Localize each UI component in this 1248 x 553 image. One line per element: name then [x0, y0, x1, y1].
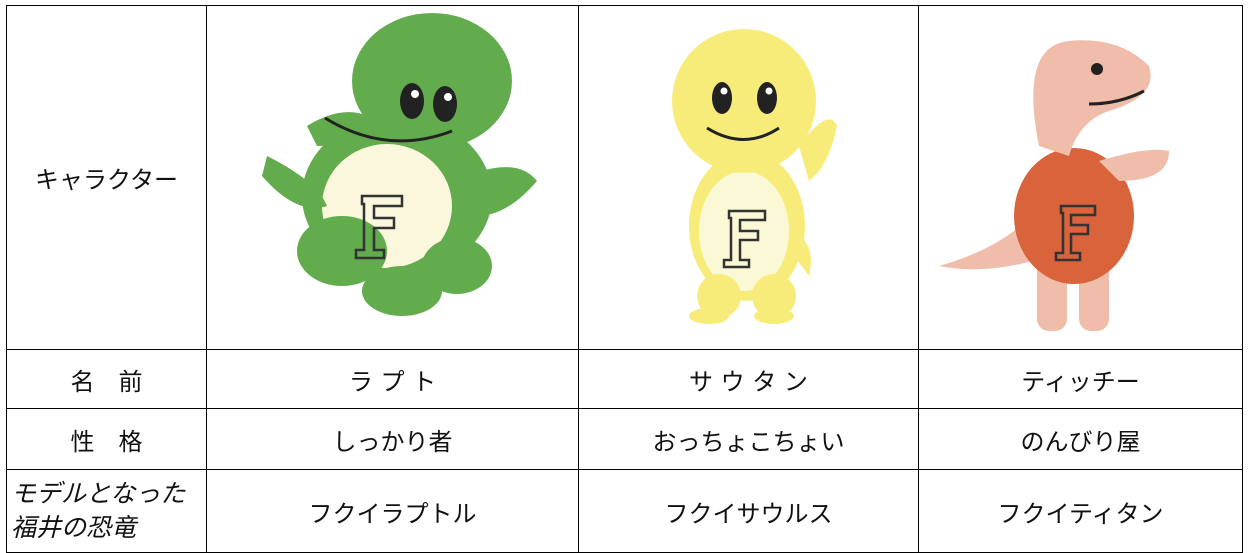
image-cell: [578, 5, 919, 350]
image-cell: [206, 5, 579, 350]
cell: しっかり者: [206, 408, 579, 470]
cell: ティッチー: [918, 349, 1243, 409]
row: 名 前 ラ プ ト サ ウ タ ン ティッチー: [6, 349, 1243, 409]
row-label: 名 前: [6, 349, 207, 409]
cell: フクイサウルス: [578, 469, 919, 553]
character-table: キャラクター: [6, 5, 1243, 553]
sautan-image: [672, 29, 837, 324]
cell: おっちょこちょい: [578, 408, 919, 470]
row: モデルとなった福井の恐竜 フクイラプトル フクイサウルス フクイティタン: [6, 469, 1243, 553]
raptor-image: [262, 13, 537, 316]
cell: フクイラプトル: [206, 469, 579, 553]
cell: サ ウ タ ン: [578, 349, 919, 409]
cell: ラ プ ト: [206, 349, 579, 409]
row: キャラクター: [6, 5, 1243, 350]
row-label: キャラクター: [6, 5, 207, 350]
cell: のんびり屋: [918, 408, 1243, 470]
image-cell: [918, 5, 1243, 350]
row-label: 性 格: [6, 408, 207, 470]
row-label: モデルとなった福井の恐竜: [6, 469, 207, 553]
row: 性 格 しっかり者 おっちょこちょい のんびり屋: [6, 408, 1243, 470]
titichy-image: [939, 40, 1169, 331]
cell: フクイティタン: [918, 469, 1243, 553]
